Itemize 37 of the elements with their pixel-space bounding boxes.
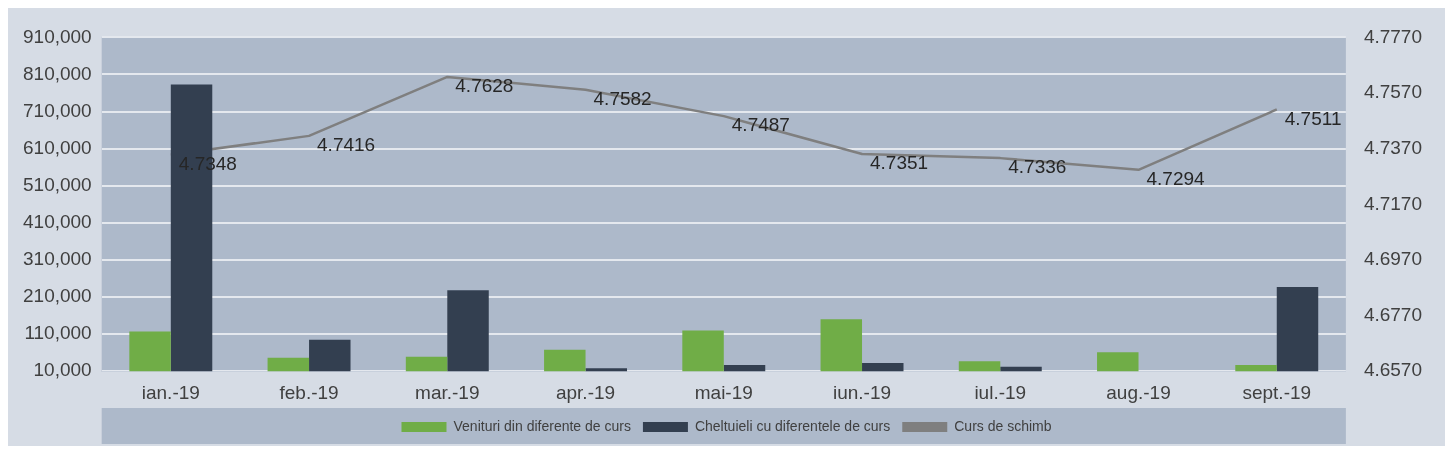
y-tick-label: 110,000	[24, 322, 92, 344]
y-tick-label: 610,000	[22, 136, 92, 158]
y-tick-label: 310,000	[22, 248, 92, 270]
y2-tick-label: 4.6970	[1363, 248, 1423, 270]
x-tick-label: mar.-19	[415, 381, 480, 403]
x-tick-label: iun.-19	[832, 381, 892, 403]
y2-tick-label: 4.6770	[1363, 303, 1423, 325]
y2-tick-label: 4.7770	[1363, 25, 1423, 47]
y2-tick-label: 4.7370	[1363, 136, 1423, 158]
x-tick-label: ian.-19	[141, 381, 200, 403]
data-label: 4.7511	[1284, 107, 1342, 129]
data-label: 4.7351	[870, 152, 929, 174]
y-tick-label: 210,000	[22, 285, 92, 307]
data-label: 4.7294	[1146, 168, 1206, 190]
y-tick-label: 810,000	[22, 62, 92, 84]
x-tick-label: apr.-19	[555, 381, 616, 403]
y2-tick-label: 4.7570	[1363, 81, 1423, 103]
x-tick-label: sept.-19	[1242, 381, 1312, 403]
data-label: 4.7487	[731, 114, 790, 136]
x-tick-label: mai-19	[694, 381, 753, 403]
data-label: 4.7336	[1008, 156, 1067, 178]
legend-label: Curs de schimb	[954, 417, 1052, 434]
y-tick-label: 10,000	[33, 359, 92, 381]
legend-label: Cheltuieli cu diferentele de curs	[694, 417, 891, 434]
y2-tick-label: 4.6570	[1363, 359, 1423, 381]
y-tick-label: 510,000	[22, 173, 92, 195]
y-tick-label: 910,000	[22, 25, 92, 47]
x-tick-label: feb.-19	[279, 381, 339, 403]
y-tick-label: 710,000	[22, 99, 92, 121]
legend-label: Venituri din diferente de curs	[453, 417, 631, 434]
y2-tick-label: 4.7170	[1363, 192, 1423, 214]
data-label: 4.7628	[455, 75, 514, 97]
x-tick-label: iul.-19	[974, 381, 1027, 403]
data-label: 4.7416	[317, 134, 376, 156]
y-tick-label: 410,000	[22, 211, 92, 233]
x-tick-label: aug.-19	[1106, 381, 1171, 403]
data-label: 4.7582	[593, 87, 652, 109]
